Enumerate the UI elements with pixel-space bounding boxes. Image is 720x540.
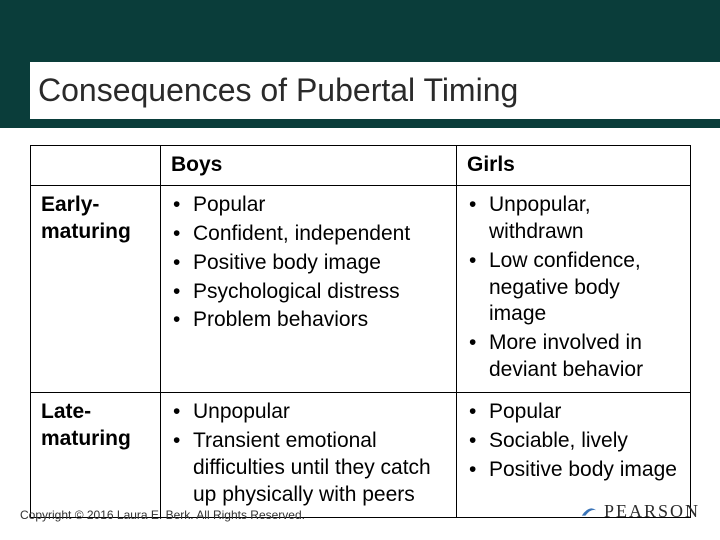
cell-early-girls: Unpopular, withdrawn Low confidence, neg… [457,185,691,392]
cell-early-boys: Popular Confident, independent Positive … [161,185,457,392]
copyright-text: Copyright © 2016 Laura E. Berk. All Righ… [20,508,305,522]
pearson-wordmark: PEARSON [604,501,700,522]
slide-title: Consequences of Pubertal Timing [30,62,720,119]
list-item: Sociable, lively [467,428,680,455]
content-table-wrap: Boys Girls Early-maturing Popular Confid… [30,145,690,518]
list-item: Popular [171,192,446,219]
header-blank [31,146,161,186]
header-girls: Girls [457,146,691,186]
pearson-logo: PEARSON [580,501,700,522]
pearson-swoosh-icon [580,503,598,521]
list-item: Problem behaviors [171,307,446,334]
bullet-list: Popular Confident, independent Positive … [171,192,446,334]
list-item: Popular [467,399,680,426]
bullet-list: Unpopular, withdrawn Low confidence, neg… [467,192,680,384]
bullet-list: Popular Sociable, lively Positive body i… [467,399,680,484]
list-item: More involved in deviant behavior [467,330,680,384]
cell-late-boys: Unpopular Transient emotional difficulti… [161,393,457,518]
list-item: Low confidence, negative body image [467,248,680,329]
list-item: Unpopular [171,399,446,426]
row-label-early: Early-maturing [31,185,161,392]
table-row: Late-maturing Unpopular Transient emotio… [31,393,691,518]
list-item: Psychological distress [171,279,446,306]
table-header-row: Boys Girls [31,146,691,186]
list-item: Positive body image [467,457,680,484]
list-item: Transient emotional difficulties until t… [171,428,446,509]
list-item: Confident, independent [171,221,446,248]
cell-late-girls: Popular Sociable, lively Positive body i… [457,393,691,518]
list-item: Positive body image [171,250,446,277]
pubertal-timing-table: Boys Girls Early-maturing Popular Confid… [30,145,691,518]
header-boys: Boys [161,146,457,186]
bullet-list: Unpopular Transient emotional difficulti… [171,399,446,509]
list-item: Unpopular, withdrawn [467,192,680,246]
row-label-late: Late-maturing [31,393,161,518]
footer: Copyright © 2016 Laura E. Berk. All Righ… [20,501,700,522]
header-band: Consequences of Pubertal Timing [0,0,720,128]
table-row: Early-maturing Popular Confident, indepe… [31,185,691,392]
